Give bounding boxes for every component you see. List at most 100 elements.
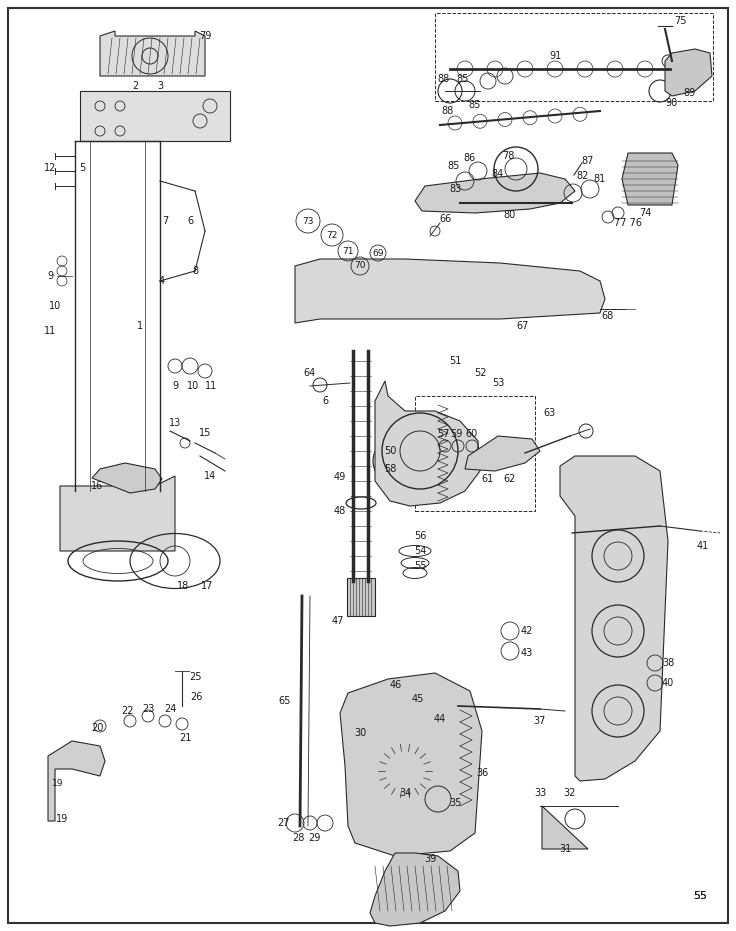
Text: 81: 81 [594, 174, 606, 184]
Text: 11: 11 [205, 381, 217, 391]
Polygon shape [622, 153, 678, 205]
Text: 6: 6 [322, 396, 328, 406]
Text: 19: 19 [56, 814, 68, 824]
Text: 13: 13 [169, 418, 181, 428]
Bar [415, 396, 535, 511]
Text: 20: 20 [91, 723, 103, 733]
Text: 68: 68 [601, 311, 613, 321]
Polygon shape [92, 463, 162, 493]
Text: 86: 86 [464, 153, 476, 163]
Text: 14: 14 [204, 471, 216, 481]
Text: 82: 82 [577, 171, 590, 181]
Text: 53: 53 [492, 378, 504, 388]
Polygon shape [385, 683, 470, 731]
Text: 56: 56 [414, 531, 426, 541]
Polygon shape [560, 456, 668, 781]
Text: 65: 65 [279, 696, 291, 706]
Text: 75: 75 [673, 16, 686, 26]
Text: 10: 10 [49, 301, 61, 311]
Text: 19: 19 [52, 778, 64, 788]
Polygon shape [340, 673, 482, 856]
Text: 8: 8 [192, 266, 198, 276]
Text: 7: 7 [162, 216, 168, 226]
Polygon shape [375, 381, 480, 506]
Text: 42: 42 [521, 626, 533, 636]
Polygon shape [80, 91, 230, 141]
Polygon shape [415, 173, 575, 213]
Text: 9: 9 [172, 381, 178, 391]
Text: 9: 9 [47, 271, 53, 281]
Bar [435, 13, 713, 101]
Text: 55: 55 [693, 891, 707, 901]
Text: 50: 50 [383, 446, 396, 456]
Text: 21: 21 [179, 733, 191, 743]
Text: 33: 33 [534, 788, 546, 798]
Text: 48: 48 [334, 506, 346, 516]
Text: 11: 11 [44, 326, 56, 336]
Text: 78: 78 [502, 151, 514, 161]
Text: 40: 40 [662, 678, 674, 688]
Text: 73: 73 [302, 217, 314, 225]
Text: 31: 31 [559, 844, 571, 854]
Text: 16: 16 [91, 481, 103, 491]
Text: 5: 5 [79, 163, 85, 173]
Text: 67: 67 [517, 321, 529, 331]
Text: 88: 88 [437, 74, 449, 84]
Text: 43: 43 [521, 648, 533, 658]
Text: 18: 18 [177, 581, 189, 591]
Text: 2: 2 [132, 81, 138, 91]
Text: 26: 26 [190, 692, 202, 702]
Text: 57: 57 [436, 429, 449, 439]
Polygon shape [665, 49, 712, 96]
Text: 83: 83 [449, 184, 461, 194]
Text: 27: 27 [277, 818, 289, 828]
Text: 90: 90 [666, 98, 678, 108]
Text: 30: 30 [354, 728, 366, 738]
Text: 70: 70 [354, 262, 366, 271]
Text: 85: 85 [469, 100, 481, 110]
Text: 64: 64 [304, 368, 316, 378]
Text: 10: 10 [187, 381, 199, 391]
Text: 6: 6 [187, 216, 193, 226]
Polygon shape [465, 436, 540, 471]
Text: 32: 32 [564, 788, 576, 798]
Text: 22: 22 [121, 706, 134, 716]
Text: 71: 71 [342, 247, 354, 255]
Text: 89: 89 [684, 88, 696, 98]
Text: 39: 39 [424, 854, 436, 864]
Polygon shape [60, 476, 175, 551]
Text: 29: 29 [308, 833, 320, 843]
Polygon shape [370, 853, 460, 926]
Text: 25: 25 [190, 672, 202, 682]
Text: 59: 59 [450, 429, 462, 439]
Polygon shape [100, 31, 205, 76]
Text: 17: 17 [201, 581, 213, 591]
Polygon shape [48, 741, 105, 821]
Text: 60: 60 [466, 429, 478, 439]
Text: 34: 34 [399, 788, 411, 798]
Text: 61: 61 [482, 474, 494, 484]
Text: 84: 84 [492, 169, 504, 179]
Text: 47: 47 [332, 616, 344, 626]
Text: 38: 38 [662, 658, 674, 668]
Text: 28: 28 [291, 833, 304, 843]
Text: 46: 46 [390, 680, 402, 690]
Text: 66: 66 [439, 214, 451, 224]
Text: 77 76: 77 76 [614, 218, 642, 228]
Text: 88: 88 [441, 106, 453, 116]
Text: 62: 62 [504, 474, 516, 484]
Text: 51: 51 [449, 356, 461, 366]
Text: 74: 74 [639, 208, 651, 218]
Text: 4: 4 [159, 276, 165, 286]
Text: 69: 69 [372, 249, 383, 258]
Text: 15: 15 [199, 428, 211, 438]
Text: 35: 35 [449, 798, 461, 808]
Text: 87: 87 [582, 156, 594, 166]
Text: 55: 55 [693, 891, 707, 901]
Text: 55: 55 [414, 561, 426, 571]
Text: 85: 85 [457, 74, 469, 84]
Text: 36: 36 [476, 768, 488, 778]
Polygon shape [542, 806, 588, 849]
Text: 49: 49 [334, 472, 346, 482]
Text: 80: 80 [504, 210, 516, 220]
